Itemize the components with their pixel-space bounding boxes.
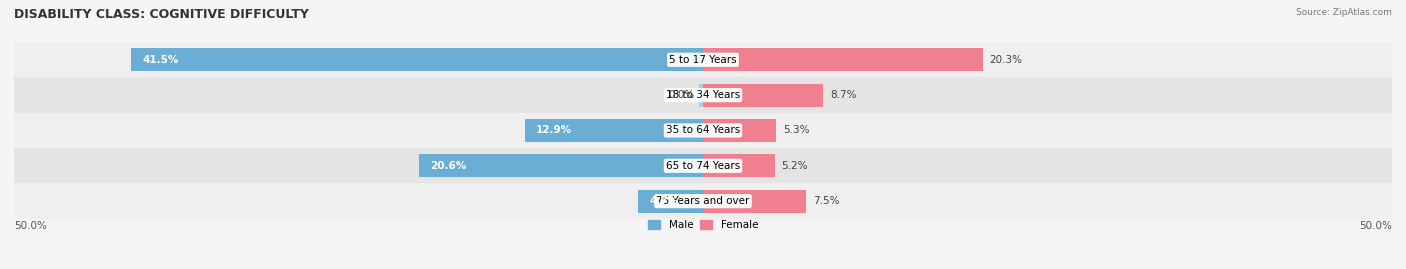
Text: 5.2%: 5.2% [782, 161, 808, 171]
Bar [703, 154, 775, 177]
Bar [14, 77, 1392, 113]
Text: 50.0%: 50.0% [1360, 221, 1392, 231]
Text: 75 Years and over: 75 Years and over [657, 196, 749, 206]
Bar [703, 48, 983, 71]
Text: 65 to 74 Years: 65 to 74 Years [666, 161, 740, 171]
Text: 4.7%: 4.7% [650, 196, 679, 206]
Text: 20.6%: 20.6% [430, 161, 467, 171]
Text: 12.9%: 12.9% [536, 125, 572, 136]
Text: 8.7%: 8.7% [830, 90, 856, 100]
Text: 35 to 64 Years: 35 to 64 Years [666, 125, 740, 136]
Text: 50.0%: 50.0% [14, 221, 46, 231]
Text: 20.3%: 20.3% [990, 55, 1022, 65]
Bar [14, 148, 1392, 183]
Text: 41.5%: 41.5% [142, 55, 179, 65]
Text: 5 to 17 Years: 5 to 17 Years [669, 55, 737, 65]
Bar [703, 190, 807, 213]
Bar [14, 183, 1392, 219]
Bar [14, 113, 1392, 148]
Text: 18 to 34 Years: 18 to 34 Years [666, 90, 740, 100]
Text: Source: ZipAtlas.com: Source: ZipAtlas.com [1296, 8, 1392, 17]
Legend: Male, Female: Male, Female [648, 220, 758, 230]
Bar [419, 154, 703, 177]
Text: DISABILITY CLASS: COGNITIVE DIFFICULTY: DISABILITY CLASS: COGNITIVE DIFFICULTY [14, 8, 309, 21]
Bar [638, 190, 703, 213]
Bar [703, 119, 776, 142]
Bar [131, 48, 703, 71]
Bar [699, 84, 703, 107]
Bar [703, 84, 823, 107]
Bar [526, 119, 703, 142]
Text: 5.3%: 5.3% [783, 125, 810, 136]
Text: 7.5%: 7.5% [813, 196, 839, 206]
Text: 0.0%: 0.0% [668, 90, 695, 100]
Bar [14, 42, 1392, 77]
